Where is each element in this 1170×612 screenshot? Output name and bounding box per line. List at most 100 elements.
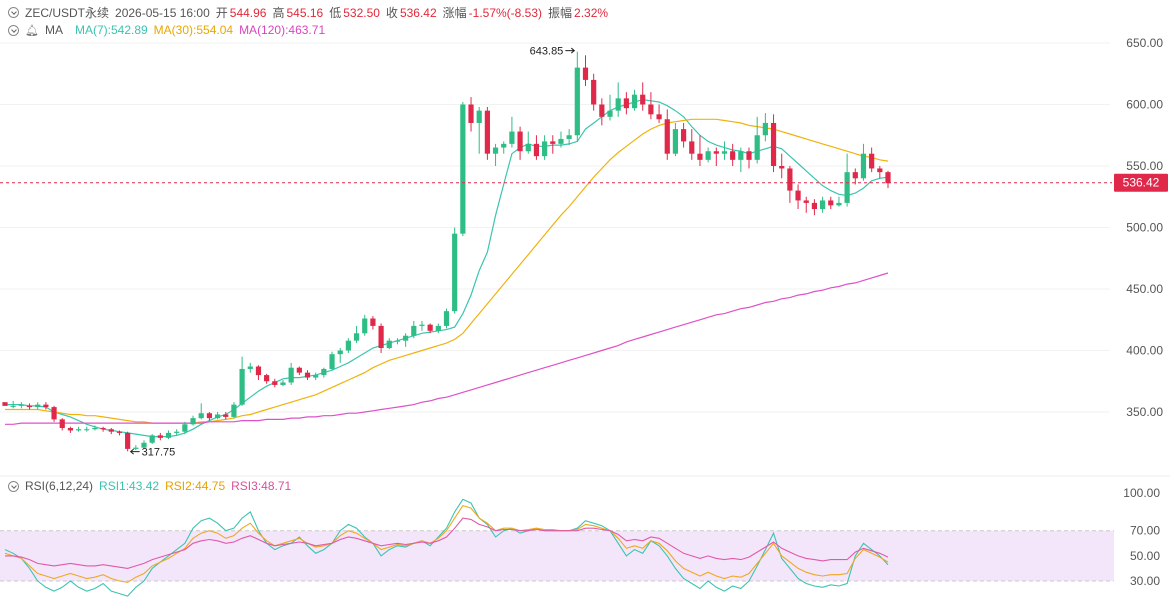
change-value: -1.57%(-8.53) [468, 5, 543, 20]
low-label: 低 [329, 6, 342, 20]
candle [206, 412, 212, 421]
rsi-overbought-band [0, 530, 1114, 581]
candle-body [288, 367, 294, 383]
candle [174, 429, 180, 436]
rsi3-legend: RSI3:48.71 [231, 479, 292, 493]
candle-body [860, 153, 867, 179]
candle [844, 153, 850, 207]
candle [664, 109, 670, 160]
candle-body [206, 413, 212, 419]
y-tick-label: 400.00 [1126, 344, 1163, 358]
candle [419, 320, 425, 331]
candle [329, 351, 335, 371]
close-value: 536.42 [399, 5, 437, 20]
rsi-lines [4, 498, 889, 597]
last-price-tag [1114, 173, 1168, 192]
candle [542, 135, 548, 160]
candle-body [566, 135, 572, 139]
candle [2, 402, 8, 406]
chevron-down-icon[interactable] [8, 7, 19, 18]
candle [108, 427, 114, 435]
candle [435, 323, 441, 334]
candle-body [174, 431, 180, 433]
candle [141, 440, 147, 449]
candle [239, 356, 245, 406]
candle [116, 430, 123, 436]
candle-body [452, 233, 458, 312]
candle [550, 135, 556, 154]
candle-body [681, 129, 687, 142]
candle-body [599, 104, 605, 117]
candle-body [509, 131, 515, 144]
candle [198, 403, 204, 420]
price-annotations: 643.85 317.75 [129, 46, 576, 459]
candle-body [885, 172, 891, 184]
datetime-label: 2026-05-15 16:00 [115, 5, 210, 20]
candle [304, 370, 311, 381]
ma7-legend: MA(7):542.89 [74, 23, 148, 37]
candle [51, 405, 57, 422]
candle [280, 380, 286, 387]
candle-body [877, 168, 883, 173]
candle-body [656, 114, 662, 120]
candle [296, 366, 302, 376]
candle-body [198, 413, 204, 419]
amplitude-label: 振幅 [548, 6, 573, 20]
bell-icon[interactable]: 🔔︎ [25, 24, 39, 37]
candle-body [313, 375, 319, 378]
candle-body [648, 104, 654, 115]
candle [476, 106, 482, 154]
candle-body [525, 143, 531, 152]
candle-body [492, 147, 499, 154]
candle [84, 426, 90, 432]
candle [182, 421, 188, 435]
candle-body [100, 427, 106, 430]
candle [165, 430, 172, 440]
candle [754, 116, 760, 164]
rsi-band [0, 530, 1114, 582]
candle [631, 89, 638, 111]
candle [149, 434, 155, 444]
rsi3-line [5, 517, 889, 569]
candle [803, 196, 809, 213]
candle-body [247, 366, 253, 369]
candle-body [264, 375, 270, 382]
candle-body [108, 429, 114, 432]
candle-body [460, 104, 466, 234]
candle-body [51, 407, 57, 420]
candle [59, 418, 65, 431]
candle [819, 196, 826, 213]
chevron-down-icon[interactable] [8, 24, 19, 36]
chevron-down-icon[interactable] [8, 480, 19, 492]
candle [394, 338, 401, 345]
candle-body [190, 418, 196, 425]
ma-legend: 🔔︎ MA MA(7):542.89 MA(30):554.04 MA(120)… [8, 23, 331, 37]
candle-body [26, 405, 33, 408]
candle [599, 98, 605, 126]
candle-body [811, 202, 818, 210]
candle-body [75, 429, 82, 431]
candle-body [779, 166, 785, 169]
candle-body [133, 447, 139, 449]
high-label: 高 [272, 6, 285, 20]
y-tick-label: 450.00 [1126, 282, 1163, 296]
candle-body [762, 122, 768, 136]
ohlc-header: ZEC/USDT永续 2026-05-15 16:00 开 544.96 高 5… [8, 4, 614, 21]
candle [255, 365, 262, 381]
candle [607, 94, 613, 121]
candle-body [697, 153, 703, 160]
candle [18, 402, 24, 409]
ma-title: MA [44, 23, 63, 37]
candle [157, 432, 163, 441]
candle-body [231, 404, 237, 417]
candle [100, 426, 106, 432]
candle-body [10, 405, 16, 407]
candle [640, 82, 646, 111]
candle-body [705, 151, 711, 160]
candle [337, 348, 343, 363]
candle-body [517, 131, 523, 152]
candle-body [223, 414, 229, 417]
candle [460, 102, 466, 237]
open-value: 544.96 [229, 5, 267, 20]
